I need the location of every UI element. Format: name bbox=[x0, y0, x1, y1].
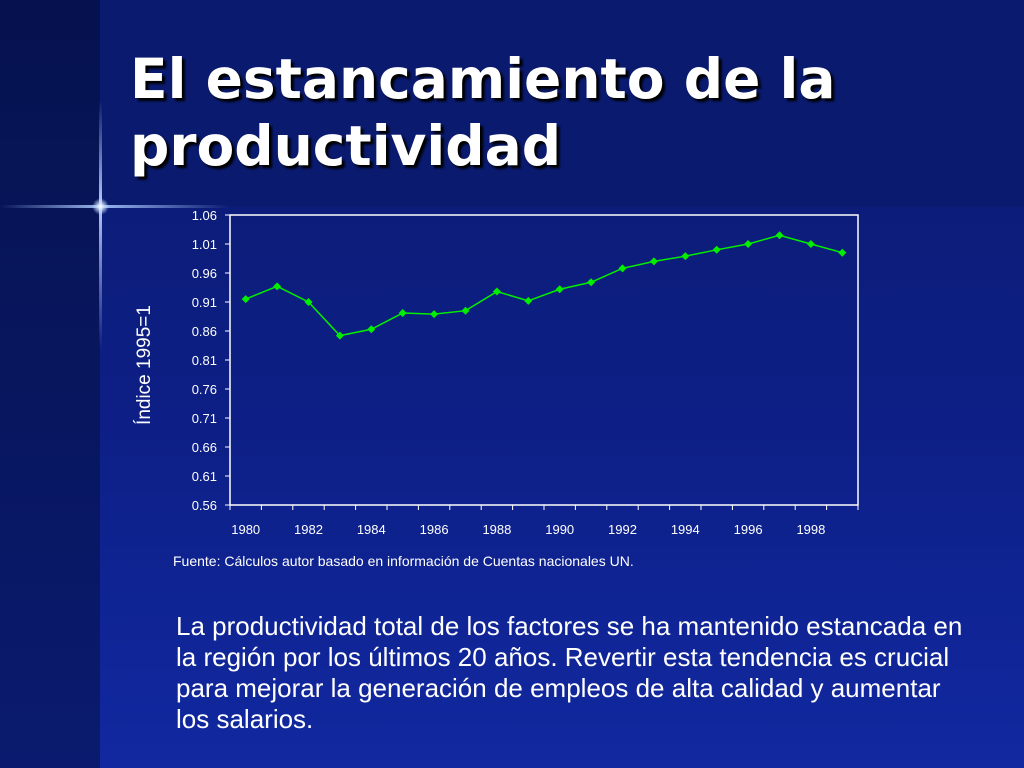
y-tick-label: 0.86 bbox=[192, 324, 217, 339]
data-point-marker bbox=[304, 298, 313, 306]
x-tick-label: 1994 bbox=[671, 522, 700, 537]
y-tick-label: 0.81 bbox=[192, 353, 217, 368]
series-line bbox=[245, 234, 843, 337]
chart-source-note: Fuente: Cálculos autor basado en informa… bbox=[173, 553, 634, 569]
data-point-marker bbox=[712, 245, 721, 254]
x-tick-label: 1998 bbox=[796, 522, 825, 537]
x-tick-label: 1990 bbox=[545, 522, 574, 537]
y-axis-label: Índice 1995=1 bbox=[134, 305, 155, 425]
y-tick-label: 0.96 bbox=[192, 266, 217, 281]
data-point-marker bbox=[430, 310, 439, 319]
data-point-marker bbox=[241, 295, 250, 304]
y-tick-label: 0.91 bbox=[192, 295, 217, 310]
data-point-marker bbox=[398, 309, 407, 318]
x-tick-label: 1992 bbox=[608, 522, 637, 537]
data-point-marker bbox=[492, 287, 501, 296]
y-tick-label: 0.56 bbox=[192, 498, 217, 513]
x-tick-label: 1980 bbox=[231, 522, 260, 537]
slide-title: El estancamiento de la productividad bbox=[130, 47, 836, 178]
x-axis-ticks: 1980 1982 1984 1986 1988 1990 1992 1994 1996 1998 bbox=[229, 505, 859, 537]
data-point-marker bbox=[838, 248, 847, 257]
productivity-chart: 0.56 0.61 0.66 0.71 0.76 0.81 0.86 0.91 0.96 1.01… bbox=[134, 208, 859, 537]
data-point-marker bbox=[587, 278, 596, 287]
data-point-marker bbox=[524, 296, 533, 305]
data-point-marker bbox=[806, 240, 815, 248]
y-tick-label: 1.06 bbox=[192, 208, 217, 223]
data-point-marker bbox=[555, 285, 564, 294]
left-decorative-band bbox=[0, 0, 100, 768]
series-markers bbox=[241, 231, 847, 340]
y-tick-label: 0.76 bbox=[192, 382, 217, 397]
y-tick-label: 0.71 bbox=[192, 411, 217, 426]
y-tick-label: 0.66 bbox=[192, 440, 217, 455]
title-band bbox=[100, 0, 1024, 207]
x-tick-label: 1988 bbox=[482, 522, 511, 537]
data-point-marker bbox=[775, 231, 784, 240]
data-point-marker bbox=[681, 252, 690, 261]
slide-body-text: La productividad total de los factores s… bbox=[176, 611, 963, 734]
x-tick-label: 1984 bbox=[357, 522, 386, 537]
data-point-marker bbox=[744, 240, 753, 248]
plot-area bbox=[229, 214, 859, 506]
data-point-marker bbox=[461, 306, 470, 315]
x-tick-label: 1996 bbox=[734, 522, 763, 537]
data-point-marker bbox=[273, 282, 282, 291]
data-point-marker bbox=[649, 257, 658, 266]
data-point-marker bbox=[335, 331, 344, 340]
y-tick-label: 1.01 bbox=[192, 237, 217, 252]
y-axis-ticks: 0.56 0.61 0.66 0.71 0.76 0.81 0.86 0.91 0.96 1.01… bbox=[192, 208, 230, 513]
sparkle-horizontal-ray bbox=[0, 205, 230, 208]
y-tick-label: 0.61 bbox=[192, 469, 217, 484]
sparkle-star-icon bbox=[92, 198, 109, 215]
data-point-marker bbox=[618, 264, 627, 273]
sparkle-vertical-ray bbox=[99, 100, 102, 350]
x-tick-label: 1986 bbox=[420, 522, 449, 537]
x-tick-label: 1982 bbox=[294, 522, 323, 537]
data-point-marker bbox=[367, 325, 376, 334]
